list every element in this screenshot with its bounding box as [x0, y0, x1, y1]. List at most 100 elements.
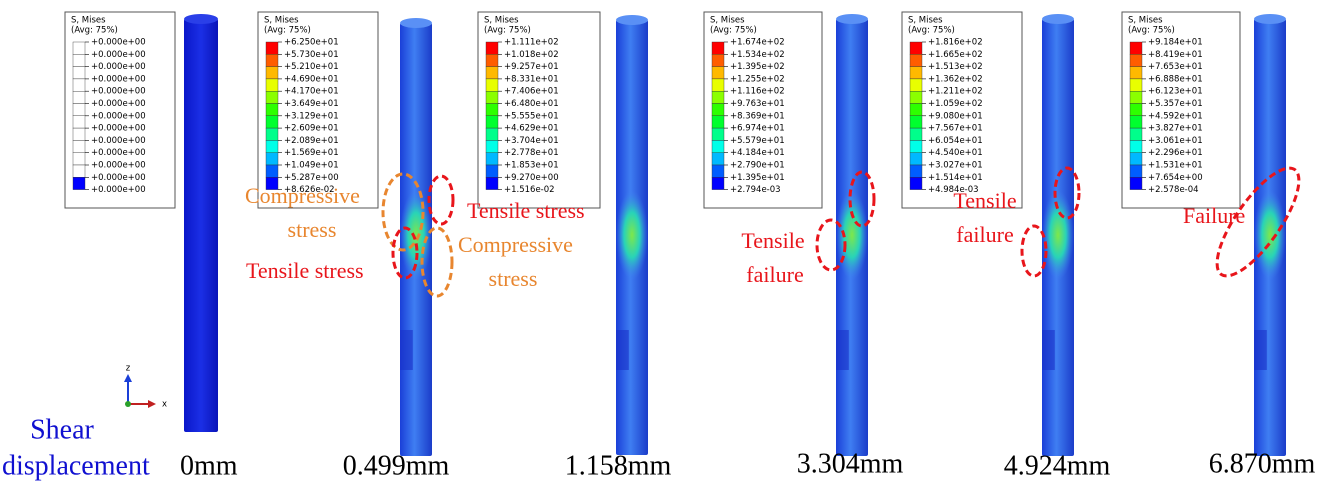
cylinder-top	[616, 15, 648, 25]
low-zone	[1254, 330, 1267, 370]
legend-value: +1.111e+02	[504, 38, 559, 48]
color-band	[486, 153, 498, 165]
legend-value: +9.184e+01	[1148, 38, 1203, 48]
legend-title: S, Mises	[264, 16, 299, 26]
legend-value: +1.516e-02	[504, 185, 555, 195]
color-band	[486, 54, 498, 66]
color-band	[712, 177, 724, 189]
legend-value: +3.827e+01	[1148, 124, 1203, 134]
color-band	[266, 91, 278, 103]
legend-value: +9.270e+00	[504, 173, 559, 183]
legend: S, Mises(Avg: 75%)+1.111e+02+1.018e+02+9…	[478, 12, 600, 208]
color-band	[266, 42, 278, 54]
legend-value: +6.250e+01	[284, 38, 339, 48]
color-band	[486, 128, 498, 140]
color-band	[712, 153, 724, 165]
color-band	[73, 128, 85, 140]
legend-value: +8.331e+01	[504, 74, 559, 84]
legend-value: +1.211e+02	[928, 87, 983, 97]
color-band	[1130, 54, 1142, 66]
specimen	[836, 14, 868, 456]
legend-value: +2.790e+01	[730, 161, 785, 171]
legend-value: +6.888e+01	[1148, 74, 1203, 84]
annotation: failure	[746, 262, 803, 287]
color-band	[266, 153, 278, 165]
stress-zone	[616, 190, 648, 280]
legend-subtitle: (Avg: 75%)	[710, 26, 757, 36]
legend-value: +3.061e+01	[1148, 136, 1203, 146]
legend-subtitle: (Avg: 75%)	[484, 26, 531, 36]
color-band	[1130, 42, 1142, 54]
legend-value: +4.592e+01	[1148, 111, 1203, 121]
legend-value: +4.170e+01	[284, 87, 339, 97]
legend-value: +3.027e+01	[928, 161, 983, 171]
color-band	[73, 153, 85, 165]
stress-zone	[1254, 190, 1286, 280]
cylinder-top	[1042, 14, 1074, 24]
axis-triad: z x	[124, 364, 167, 410]
color-band	[486, 79, 498, 91]
color-band	[73, 91, 85, 103]
color-band	[910, 153, 922, 165]
annotation: Tensile stress	[246, 258, 364, 283]
color-band	[712, 104, 724, 116]
color-band	[266, 165, 278, 177]
specimen	[1254, 14, 1286, 456]
legend-value: +9.080e+01	[928, 111, 983, 121]
legend-value: +6.123e+01	[1148, 87, 1203, 97]
color-band	[73, 116, 85, 128]
color-band	[266, 140, 278, 152]
legend-value: +1.395e+02	[730, 62, 785, 72]
legend: S, Mises(Avg: 75%)+0.000e+00+0.000e+00+0…	[65, 12, 175, 208]
legend-value: +9.763e+01	[730, 99, 785, 109]
legend-value: +4.629e+01	[504, 124, 559, 134]
annotation: Failure	[1183, 203, 1245, 228]
legend-value: +1.853e+01	[504, 161, 559, 171]
legend-value: +8.369e+01	[730, 111, 785, 121]
color-band	[1130, 67, 1142, 79]
color-band	[1130, 116, 1142, 128]
color-band	[266, 54, 278, 66]
legend-value: +1.362e+02	[928, 74, 983, 84]
color-band	[712, 116, 724, 128]
legend-title: S, Mises	[908, 16, 943, 26]
legend-value: +5.210e+01	[284, 62, 339, 72]
legend-value: +1.255e+02	[730, 74, 785, 84]
stress-zone	[1042, 190, 1074, 280]
legend-value: +0.000e+00	[91, 124, 146, 134]
displacement-label: 3.304mm	[797, 448, 904, 479]
legend-value: +1.018e+02	[504, 50, 559, 60]
legend: S, Mises(Avg: 75%)+1.674e+02+1.534e+02+1…	[704, 12, 822, 208]
annotation: stress	[489, 266, 538, 291]
legend-value: +1.059e+02	[928, 99, 983, 109]
legend-subtitle: (Avg: 75%)	[71, 26, 118, 36]
legend-value: +1.569e+01	[284, 148, 339, 158]
legend-value: +2.578e-04	[1148, 185, 1199, 195]
legend-value: +7.406e+01	[504, 87, 559, 97]
color-band	[910, 128, 922, 140]
color-band	[712, 128, 724, 140]
legend-value: +7.567e+01	[928, 124, 983, 134]
legend-value: +3.129e+01	[284, 111, 339, 121]
legend-value: +1.513e+02	[928, 62, 983, 72]
color-band	[73, 140, 85, 152]
legend-value: +6.054e+01	[928, 136, 983, 146]
color-band	[712, 67, 724, 79]
color-band	[73, 165, 85, 177]
legend-title: S, Mises	[710, 16, 745, 26]
axis-label: displacement	[2, 450, 150, 481]
displacement-label: 6.870mm	[1209, 448, 1316, 479]
low-zone	[616, 330, 629, 370]
color-band	[910, 116, 922, 128]
legend-value: +0.000e+00	[91, 87, 146, 97]
displacement-label: 0mm	[180, 450, 238, 481]
low-zone	[1042, 330, 1055, 370]
legend-value: +9.257e+01	[504, 62, 559, 72]
color-band	[712, 165, 724, 177]
annotation: stress	[288, 217, 337, 242]
legend-value: +1.049e+01	[284, 161, 339, 171]
color-band	[910, 79, 922, 91]
color-band	[73, 54, 85, 66]
legend-value: +6.480e+01	[504, 99, 559, 109]
cylinder-top	[184, 14, 218, 24]
